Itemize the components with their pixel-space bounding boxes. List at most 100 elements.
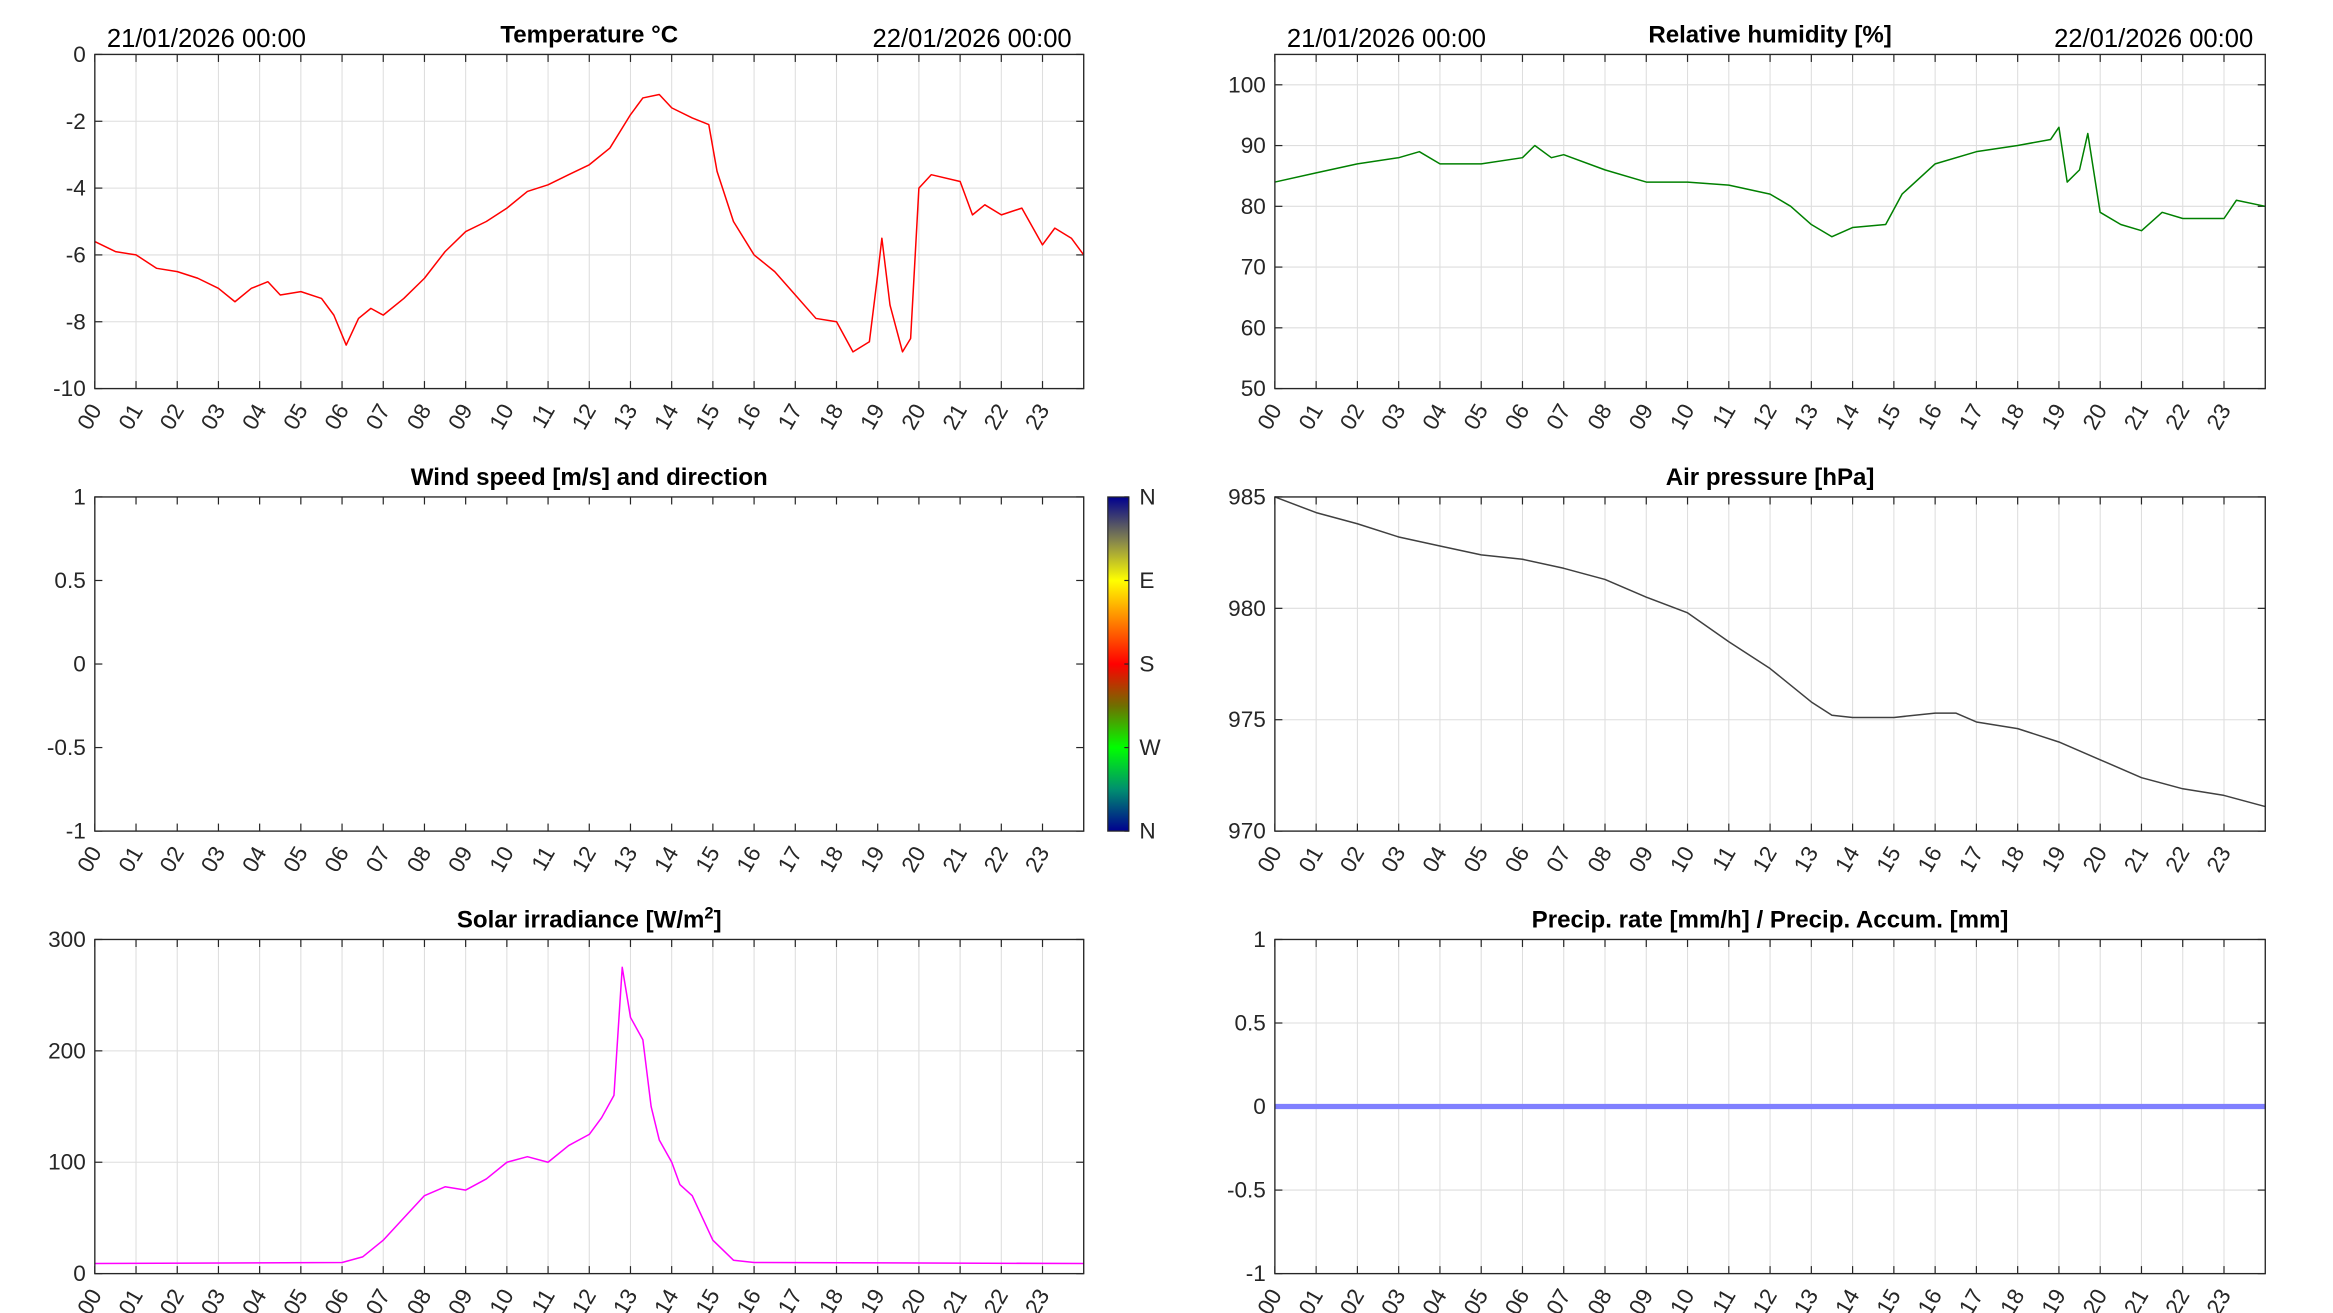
colorbar-label: N (1139, 484, 1155, 509)
x-tick-label: 20 (897, 1285, 931, 1313)
x-tick-label: 15 (691, 400, 725, 434)
x-tick-label: 05 (1459, 842, 1493, 876)
x-tick-label: 13 (608, 400, 642, 434)
x-tick-label: 04 (1418, 400, 1452, 434)
wind-chart: 00 01 02 03 04 05 06 07 08 09 10 11 12 13 14 15 16 17 18 19… (47, 464, 1162, 877)
axes-frame (1274, 53, 2266, 390)
chart-title: Relative humidity [%] (1648, 21, 1892, 48)
x-tick-label: 14 (1830, 400, 1864, 434)
y-tick-label: 0 (73, 652, 86, 677)
y-tick-label: 975 (1228, 707, 1266, 732)
x-tick-label: 04 (237, 1285, 271, 1313)
x-tick-label: 16 (732, 842, 766, 876)
x-tick-label: 13 (1789, 842, 1823, 876)
x-tick-label: 18 (1995, 400, 2029, 434)
x-tick-label: 12 (1748, 1285, 1782, 1313)
axes-frame (94, 938, 1085, 1275)
y-tick-label: 1 (1253, 927, 1266, 952)
x-tick-label: 10 (485, 400, 519, 434)
chart-title-superscript: 2 (704, 903, 713, 922)
pressure-chart: 00 01 02 03 04 05 06 07 08 09 10 11 12 13 14 15 16 17 18 19… (1228, 464, 2266, 876)
x-tick-label: 02 (1335, 1285, 1369, 1313)
x-tick-label: 19 (855, 1285, 889, 1313)
y-tick-label: -0.5 (1227, 1178, 1266, 1203)
precip-chart: 00 01 02 03 04 05 06 07 08 09 10 11 12 13 14 15 16 17 18 19… (1227, 906, 2266, 1313)
x-tick-label: 08 (1583, 842, 1617, 876)
x-tick-label: 00 (72, 1285, 106, 1313)
x-tick-label: 04 (1418, 1285, 1452, 1313)
y-tick-label: -10 (53, 376, 86, 401)
x-tick-label: 03 (196, 1285, 230, 1313)
x-tick-label: 01 (114, 400, 148, 434)
y-tick-label: 985 (1228, 484, 1266, 509)
x-tick-label: 20 (897, 400, 931, 434)
colorbar-label: E (1139, 568, 1154, 593)
x-tick-label: 17 (773, 400, 807, 434)
y-tick-label: 0 (1253, 1094, 1266, 1119)
x-tick-label: 05 (1459, 1285, 1493, 1313)
y-tick-label: -6 (66, 242, 86, 267)
x-tick-label: 01 (114, 1285, 148, 1313)
y-tick-label: 300 (48, 927, 86, 952)
x-tick-label: 23 (2202, 842, 2236, 876)
x-tick-label: 07 (361, 842, 395, 876)
x-tick-label: 17 (773, 842, 807, 876)
x-tick-label: 21 (2119, 842, 2153, 876)
x-tick-label: 05 (278, 1285, 312, 1313)
x-tick-label: 09 (1624, 1285, 1658, 1313)
x-tick-label: 03 (1376, 1285, 1410, 1313)
x-tick-label: 11 (1707, 1285, 1740, 1313)
x-tick-label: 00 (1253, 400, 1287, 434)
x-tick-label: 09 (443, 1285, 477, 1313)
x-tick-label: 09 (1624, 842, 1658, 876)
x-tick-label: 23 (2202, 1285, 2236, 1313)
x-tick-label: 13 (1789, 1285, 1823, 1313)
y-tick-label: 90 (1241, 133, 1266, 158)
x-tick-label: 16 (732, 1285, 766, 1313)
x-tick-label: 17 (773, 1285, 807, 1313)
colorbar-label: N (1139, 819, 1155, 844)
y-tick-label: 100 (48, 1150, 86, 1175)
x-tick-label: 17 (1954, 400, 1988, 434)
x-tick-label: 06 (320, 1285, 354, 1313)
x-tick-label: 03 (1376, 400, 1410, 434)
x-tick-label: 03 (196, 400, 230, 434)
x-tick-label: 19 (855, 842, 889, 876)
x-tick-label: 13 (1789, 400, 1823, 434)
x-tick-label: 21 (2119, 1285, 2153, 1313)
y-tick-label: -1 (66, 819, 86, 844)
x-tick-label: 20 (2078, 400, 2112, 434)
x-tick-label: 06 (320, 842, 354, 876)
x-tick-label: 21 (938, 842, 972, 876)
x-tick-label: 11 (527, 400, 560, 433)
x-tick-label: 18 (1995, 1285, 2029, 1313)
y-tick-label: 0 (73, 1261, 86, 1286)
solar-chart: 00 01 02 03 04 05 06 07 08 09 10 11 12 13 14 15 16 17 18 19… (48, 903, 1085, 1313)
x-tick-label: 07 (1541, 1285, 1575, 1313)
y-tick-label: 0 (73, 42, 86, 67)
x-tick-label: 18 (814, 842, 848, 876)
x-tick-label: 01 (1294, 400, 1328, 434)
axes-frame (94, 496, 1085, 832)
x-tick-label: 19 (2037, 1285, 2071, 1313)
x-tick-label: 18 (1995, 842, 2029, 876)
x-tick-label: 19 (2037, 842, 2071, 876)
x-tick-label: 10 (1665, 842, 1699, 876)
x-tick-label: 16 (1913, 400, 1947, 434)
chart-title-end: ] (714, 906, 722, 933)
y-tick-label: 200 (48, 1038, 86, 1063)
x-tick-label: 11 (1707, 842, 1740, 875)
chart-title-text: Solar irradiance [W/m (457, 906, 705, 933)
x-tick-label: 08 (1583, 1285, 1617, 1313)
x-tick-label: 02 (155, 842, 189, 876)
x-tick-label: 23 (1020, 842, 1054, 876)
x-tick-label: 16 (732, 400, 766, 434)
x-tick-label: 08 (402, 842, 436, 876)
y-tick-label: -0.5 (47, 735, 86, 760)
x-tick-label: 06 (1500, 400, 1534, 434)
x-tick-label: 20 (897, 842, 931, 876)
x-tick-label: 22 (979, 842, 1013, 876)
x-tick-label: 08 (1583, 400, 1617, 434)
x-tick-label: 02 (1335, 842, 1369, 876)
